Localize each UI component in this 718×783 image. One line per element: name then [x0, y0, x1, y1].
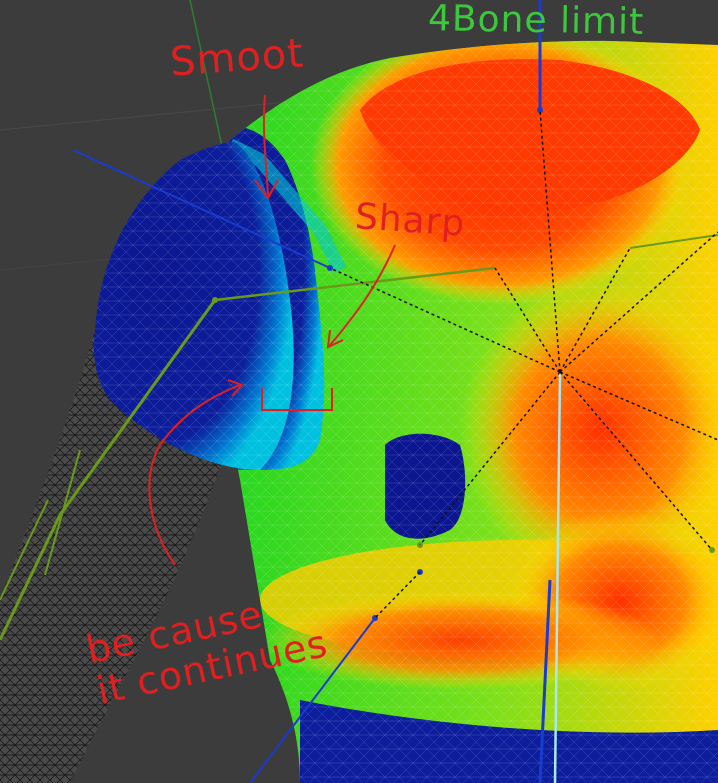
annotation-bone-limit: 4Bone limit	[427, 0, 645, 43]
annotation-sharp: Sharp	[353, 196, 467, 245]
annotation-smooth: Smoot	[168, 30, 306, 86]
annotation-strokes	[148, 94, 396, 566]
